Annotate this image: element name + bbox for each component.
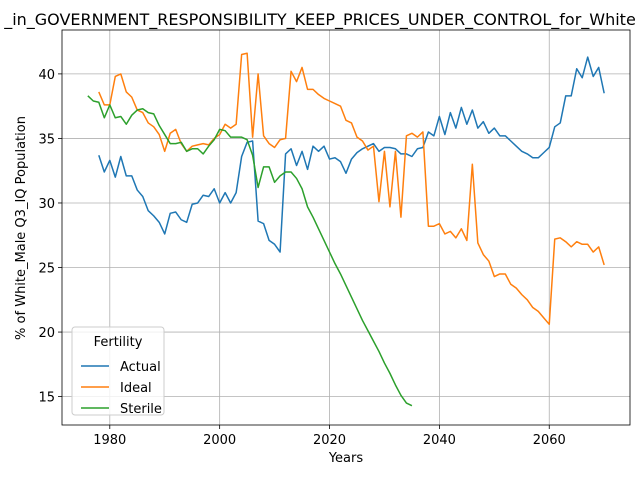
legend-title: Fertility xyxy=(94,335,143,350)
x-tick-label: 2060 xyxy=(533,433,566,448)
line-series xyxy=(87,95,413,407)
line-series xyxy=(98,56,605,253)
axes-frame xyxy=(61,29,631,426)
legend-box xyxy=(71,326,165,416)
y-tick-label: 40 xyxy=(38,68,55,83)
x-tick-label: 2000 xyxy=(203,433,236,448)
y-axis-label: % of White_Male Q3_IQ Population xyxy=(14,116,29,340)
x-axis-label: Years xyxy=(328,451,364,466)
x-tick-label: 1980 xyxy=(93,433,126,448)
y-tick-label: 15 xyxy=(38,391,55,406)
legend-label: Ideal xyxy=(120,381,152,396)
x-tick-label: 2020 xyxy=(313,433,346,448)
legend-label: Sterile xyxy=(120,402,162,417)
legend: Fertility Actual Ideal Sterile xyxy=(71,326,165,417)
y-tick-label: 30 xyxy=(38,197,55,212)
chart-title: _in_GOVERNMENT_RESPONSIBILITY_KEEP_PRICE… xyxy=(3,10,636,30)
y-tick-label: 20 xyxy=(38,326,55,341)
legend-label: Actual xyxy=(120,360,161,375)
y-tick-label: 25 xyxy=(38,262,55,277)
x-tick-label: 2040 xyxy=(423,433,456,448)
line-series xyxy=(98,52,605,326)
y-tick-label: 35 xyxy=(38,132,55,147)
